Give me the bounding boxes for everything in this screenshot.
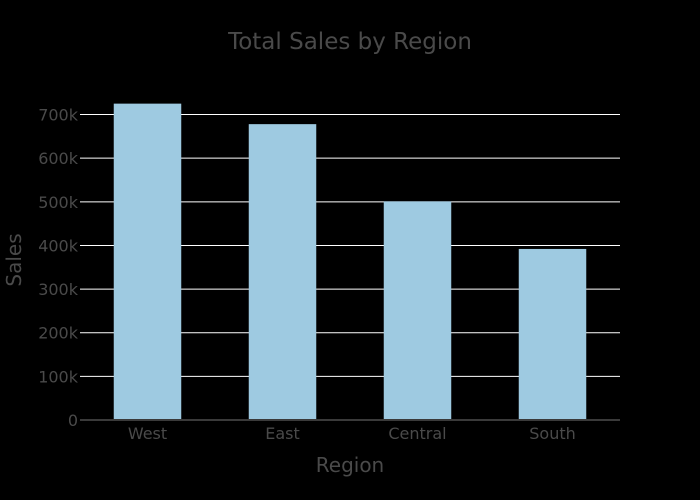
y-tick-label: 300k [38, 280, 79, 299]
x-axis-ticks: West East Central South [128, 424, 576, 443]
y-axis-title: Sales [2, 233, 26, 286]
x-axis-title: Region [316, 453, 384, 477]
bar-east[interactable] [248, 124, 317, 421]
bar-central[interactable] [383, 201, 452, 420]
bars [80, 103, 620, 421]
y-tick-label: 200k [38, 324, 79, 343]
y-tick-label: 500k [38, 193, 79, 212]
x-tick-label: South [529, 424, 576, 443]
x-tick-label: East [265, 424, 300, 443]
y-axis-ticks: 0 100k 200k 300k 400k 500k 600k 700k [38, 106, 79, 430]
y-tick-label: 600k [38, 149, 79, 168]
y-tick-label: 400k [38, 236, 79, 255]
x-tick-label: Central [388, 424, 446, 443]
x-tick-label: West [128, 424, 167, 443]
bar-west[interactable] [113, 103, 182, 421]
chart-title: Total Sales by Region [227, 29, 472, 55]
bar-south[interactable] [518, 248, 587, 420]
y-tick-label: 700k [38, 106, 79, 125]
y-tick-label: 0 [68, 411, 78, 430]
y-tick-label: 100k [38, 367, 79, 386]
